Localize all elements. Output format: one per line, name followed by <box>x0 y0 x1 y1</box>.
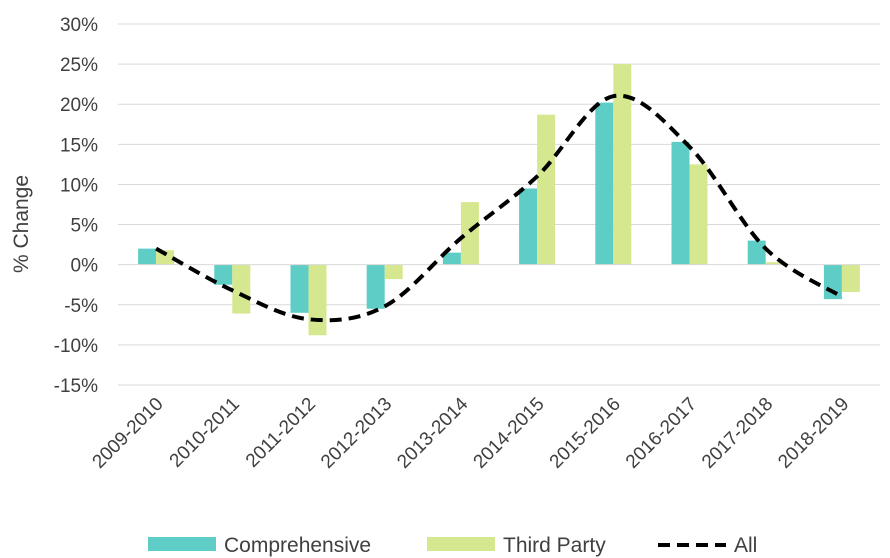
bar-comprehensive <box>214 264 233 285</box>
x-tick-label: 2011-2012 <box>242 394 320 472</box>
bar-third-party <box>460 202 479 265</box>
all-line-series <box>155 93 843 323</box>
x-tick-label: 2017-2018 <box>698 394 777 473</box>
y-axis-title: % Change <box>10 175 33 273</box>
bar-third-party <box>841 264 860 292</box>
y-tick-label: -10% <box>54 336 98 357</box>
bar-comprehensive <box>519 188 538 265</box>
x-axis-tick-labels: 2009-20102010-20112011-20122012-20132013… <box>89 393 854 472</box>
bar-third-party <box>537 114 556 265</box>
x-tick-label: 2016-2017 <box>622 394 701 473</box>
bar-third-party <box>308 264 327 336</box>
y-tick-label: 0% <box>71 256 99 277</box>
y-tick-label: 15% <box>60 135 98 156</box>
bar-third-party <box>384 264 403 280</box>
bar-third-party <box>232 264 251 314</box>
legend-swatch-third-party <box>427 537 495 551</box>
legend-label-third-party: Third Party <box>503 534 606 557</box>
x-tick-label: 2015-2016 <box>546 394 625 473</box>
bar-third-party <box>689 164 708 265</box>
bar-comprehensive <box>595 102 614 265</box>
bar-comprehensive <box>138 248 157 265</box>
legend: Comprehensive Third Party All <box>148 534 757 557</box>
bar-third-party <box>156 250 175 265</box>
x-tick-label: 2018-2019 <box>774 394 853 473</box>
y-tick-label: 5% <box>71 216 99 237</box>
y-tick-label: -15% <box>54 376 98 397</box>
y-tick-label: 30% <box>60 15 98 36</box>
bar-comprehensive <box>366 264 385 309</box>
line-all <box>155 93 843 323</box>
x-tick-label: 2013-2014 <box>393 393 472 472</box>
y-tick-label: 25% <box>60 55 98 76</box>
legend-label-all: All <box>734 534 757 557</box>
gridlines <box>118 23 880 386</box>
bar-comprehensive <box>442 252 461 265</box>
bar-third-party <box>613 64 632 265</box>
x-tick-label: 2009-2010 <box>89 394 168 473</box>
bar-comprehensive <box>290 264 309 313</box>
bar-marks <box>138 64 860 336</box>
y-tick-label: 10% <box>60 175 98 196</box>
y-tick-label: 20% <box>60 95 98 116</box>
x-tick-label: 2012-2013 <box>317 394 396 473</box>
bar-comprehensive <box>747 240 766 265</box>
legend-label-comprehensive: Comprehensive <box>224 534 371 557</box>
legend-swatch-comprehensive <box>148 537 216 551</box>
bar-comprehensive <box>671 141 690 265</box>
bar-third-party <box>765 262 784 265</box>
x-tick-label: 2010-2011 <box>166 394 244 472</box>
y-axis-tick-labels: 30% 25% 20% 15% 10% 5% 0% -5% -10% -15% <box>54 15 98 397</box>
x-tick-label: 2014-2015 <box>470 394 549 473</box>
y-tick-label: -5% <box>64 296 98 317</box>
